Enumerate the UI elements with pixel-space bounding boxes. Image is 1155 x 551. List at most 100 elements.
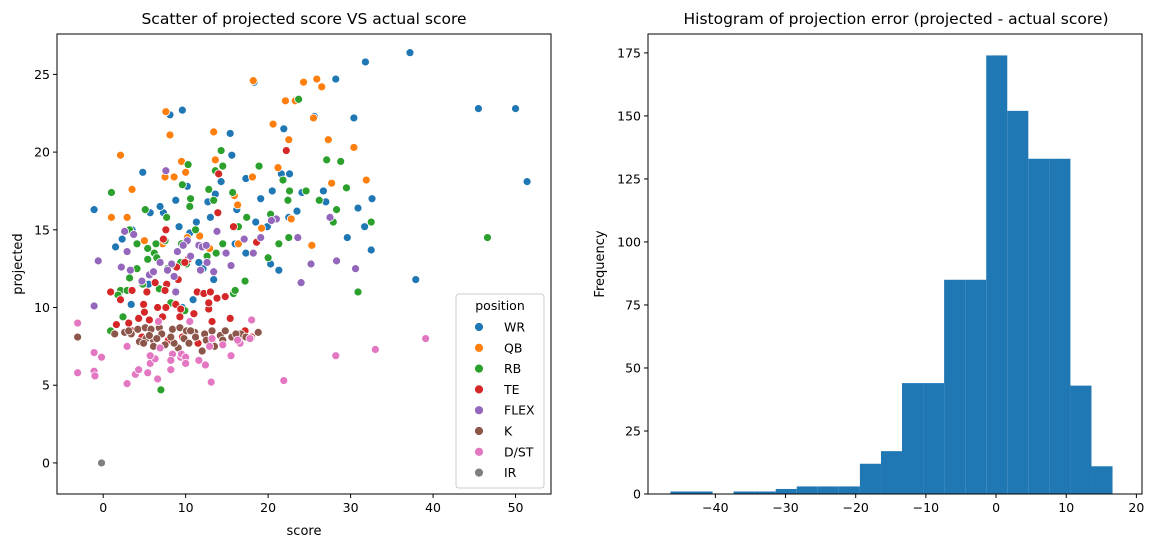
- scatter-point: [97, 458, 106, 468]
- scatter-point: [155, 202, 165, 211]
- scatter-point: [161, 107, 171, 117]
- scatter-point: [122, 247, 132, 256]
- scatter-point: [230, 286, 240, 295]
- histogram-x-tick-label: 10: [1058, 500, 1074, 515]
- scatter-point: [142, 287, 152, 297]
- scatter-points: [73, 48, 532, 468]
- scatter-point: [143, 254, 153, 264]
- scatter-point: [296, 278, 306, 288]
- scatter-point: [155, 258, 165, 267]
- scatter-point: [220, 326, 230, 336]
- scatter-x-axis: 0 10 20 30 40 50: [99, 494, 524, 515]
- scatter-point: [89, 301, 99, 311]
- scatter-point: [273, 163, 283, 173]
- scatter-point: [234, 239, 243, 249]
- scatter-point: [188, 295, 198, 305]
- histogram-bar: [1091, 466, 1113, 494]
- legend-title: position: [475, 298, 525, 313]
- scatter-point: [124, 326, 134, 336]
- legend-items: WR QB RB TE FLEX K D/ST IR: [474, 320, 535, 480]
- histogram-y-tick-label: 150: [617, 108, 641, 123]
- scatter-x-axis-label: score: [287, 524, 322, 539]
- legend-marker: [474, 446, 484, 457]
- scatter-point: [186, 251, 196, 261]
- scatter-point: [194, 258, 204, 267]
- scatter-point: [405, 48, 415, 58]
- scatter-point: [254, 161, 264, 171]
- scatter-point: [267, 186, 277, 196]
- scatter-point: [201, 240, 211, 250]
- scatter-point: [309, 113, 318, 123]
- scatter-point: [127, 185, 137, 194]
- scatter-point: [133, 324, 143, 334]
- scatter-point: [205, 212, 215, 222]
- scatter-point: [153, 303, 163, 312]
- histogram-y-tick-label: 125: [617, 171, 641, 186]
- scatter-point: [332, 256, 341, 266]
- scatter-point: [274, 239, 284, 249]
- scatter-point: [257, 223, 266, 233]
- scatter-point: [292, 206, 302, 216]
- scatter-point: [191, 332, 200, 342]
- scatter-point: [285, 169, 294, 179]
- scatter-point: [210, 155, 220, 165]
- histogram-y-tick-label: 75: [625, 297, 641, 312]
- histogram-bar: [923, 383, 945, 494]
- scatter-point: [248, 76, 258, 86]
- histogram-bar: [691, 491, 713, 494]
- scatter-point: [124, 318, 134, 328]
- histogram-bar: [796, 486, 818, 494]
- scatter-point: [207, 317, 217, 326]
- scatter-point: [483, 233, 492, 242]
- scatter-point: [299, 77, 308, 87]
- scatter-point: [245, 334, 255, 343]
- histogram-bar: [986, 55, 1008, 495]
- scatter-point: [239, 234, 249, 244]
- scatter-point: [137, 276, 147, 286]
- scatter-point: [175, 312, 185, 322]
- scatter-point: [251, 217, 261, 227]
- histogram-x-tick-label: −10: [913, 500, 939, 515]
- scatter-point: [218, 161, 228, 171]
- scatter-point: [168, 324, 177, 334]
- scatter-point: [143, 368, 153, 378]
- scatter-point: [342, 233, 352, 242]
- legend-marker: [474, 322, 484, 332]
- scatter-point: [107, 188, 116, 197]
- scatter-point: [256, 233, 266, 242]
- scatter-point: [166, 365, 176, 375]
- scatter-point: [227, 150, 237, 160]
- legend-label: FLEX: [504, 403, 535, 418]
- scatter-point: [197, 346, 207, 356]
- scatter-point: [140, 236, 149, 246]
- histogram-title: Histogram of projection error (projected…: [683, 10, 1108, 28]
- scatter-point: [353, 203, 363, 213]
- scatter-point: [225, 313, 235, 323]
- scatter-point: [331, 351, 341, 361]
- series-flex: [89, 166, 360, 311]
- histogram-bar: [775, 488, 797, 494]
- scatter-point: [221, 248, 231, 258]
- scatter-point: [353, 287, 363, 297]
- histogram-y-axis: 0 25 50 75 100 125 150 175: [617, 45, 648, 502]
- scatter-point: [342, 183, 351, 193]
- scatter-point: [218, 239, 228, 249]
- scatter-point: [160, 286, 170, 295]
- scatter-point: [233, 200, 243, 210]
- histogram-bar: [1049, 158, 1071, 494]
- legend-frame: [455, 293, 545, 489]
- scatter-point: [118, 312, 128, 322]
- scatter-point: [110, 329, 120, 339]
- series-ir: [97, 458, 106, 468]
- histogram-y-tick-label: 100: [617, 234, 641, 249]
- scatter-point: [281, 96, 290, 106]
- scatter-point: [209, 267, 219, 277]
- scatter-point: [150, 278, 160, 288]
- scatter-point: [360, 222, 370, 232]
- scatter-point: [204, 185, 214, 194]
- scatter-point: [181, 167, 191, 177]
- scatter-point: [421, 334, 431, 343]
- legend-label: TE: [503, 382, 520, 397]
- scatter-point: [240, 276, 250, 286]
- scatter-point: [149, 267, 158, 277]
